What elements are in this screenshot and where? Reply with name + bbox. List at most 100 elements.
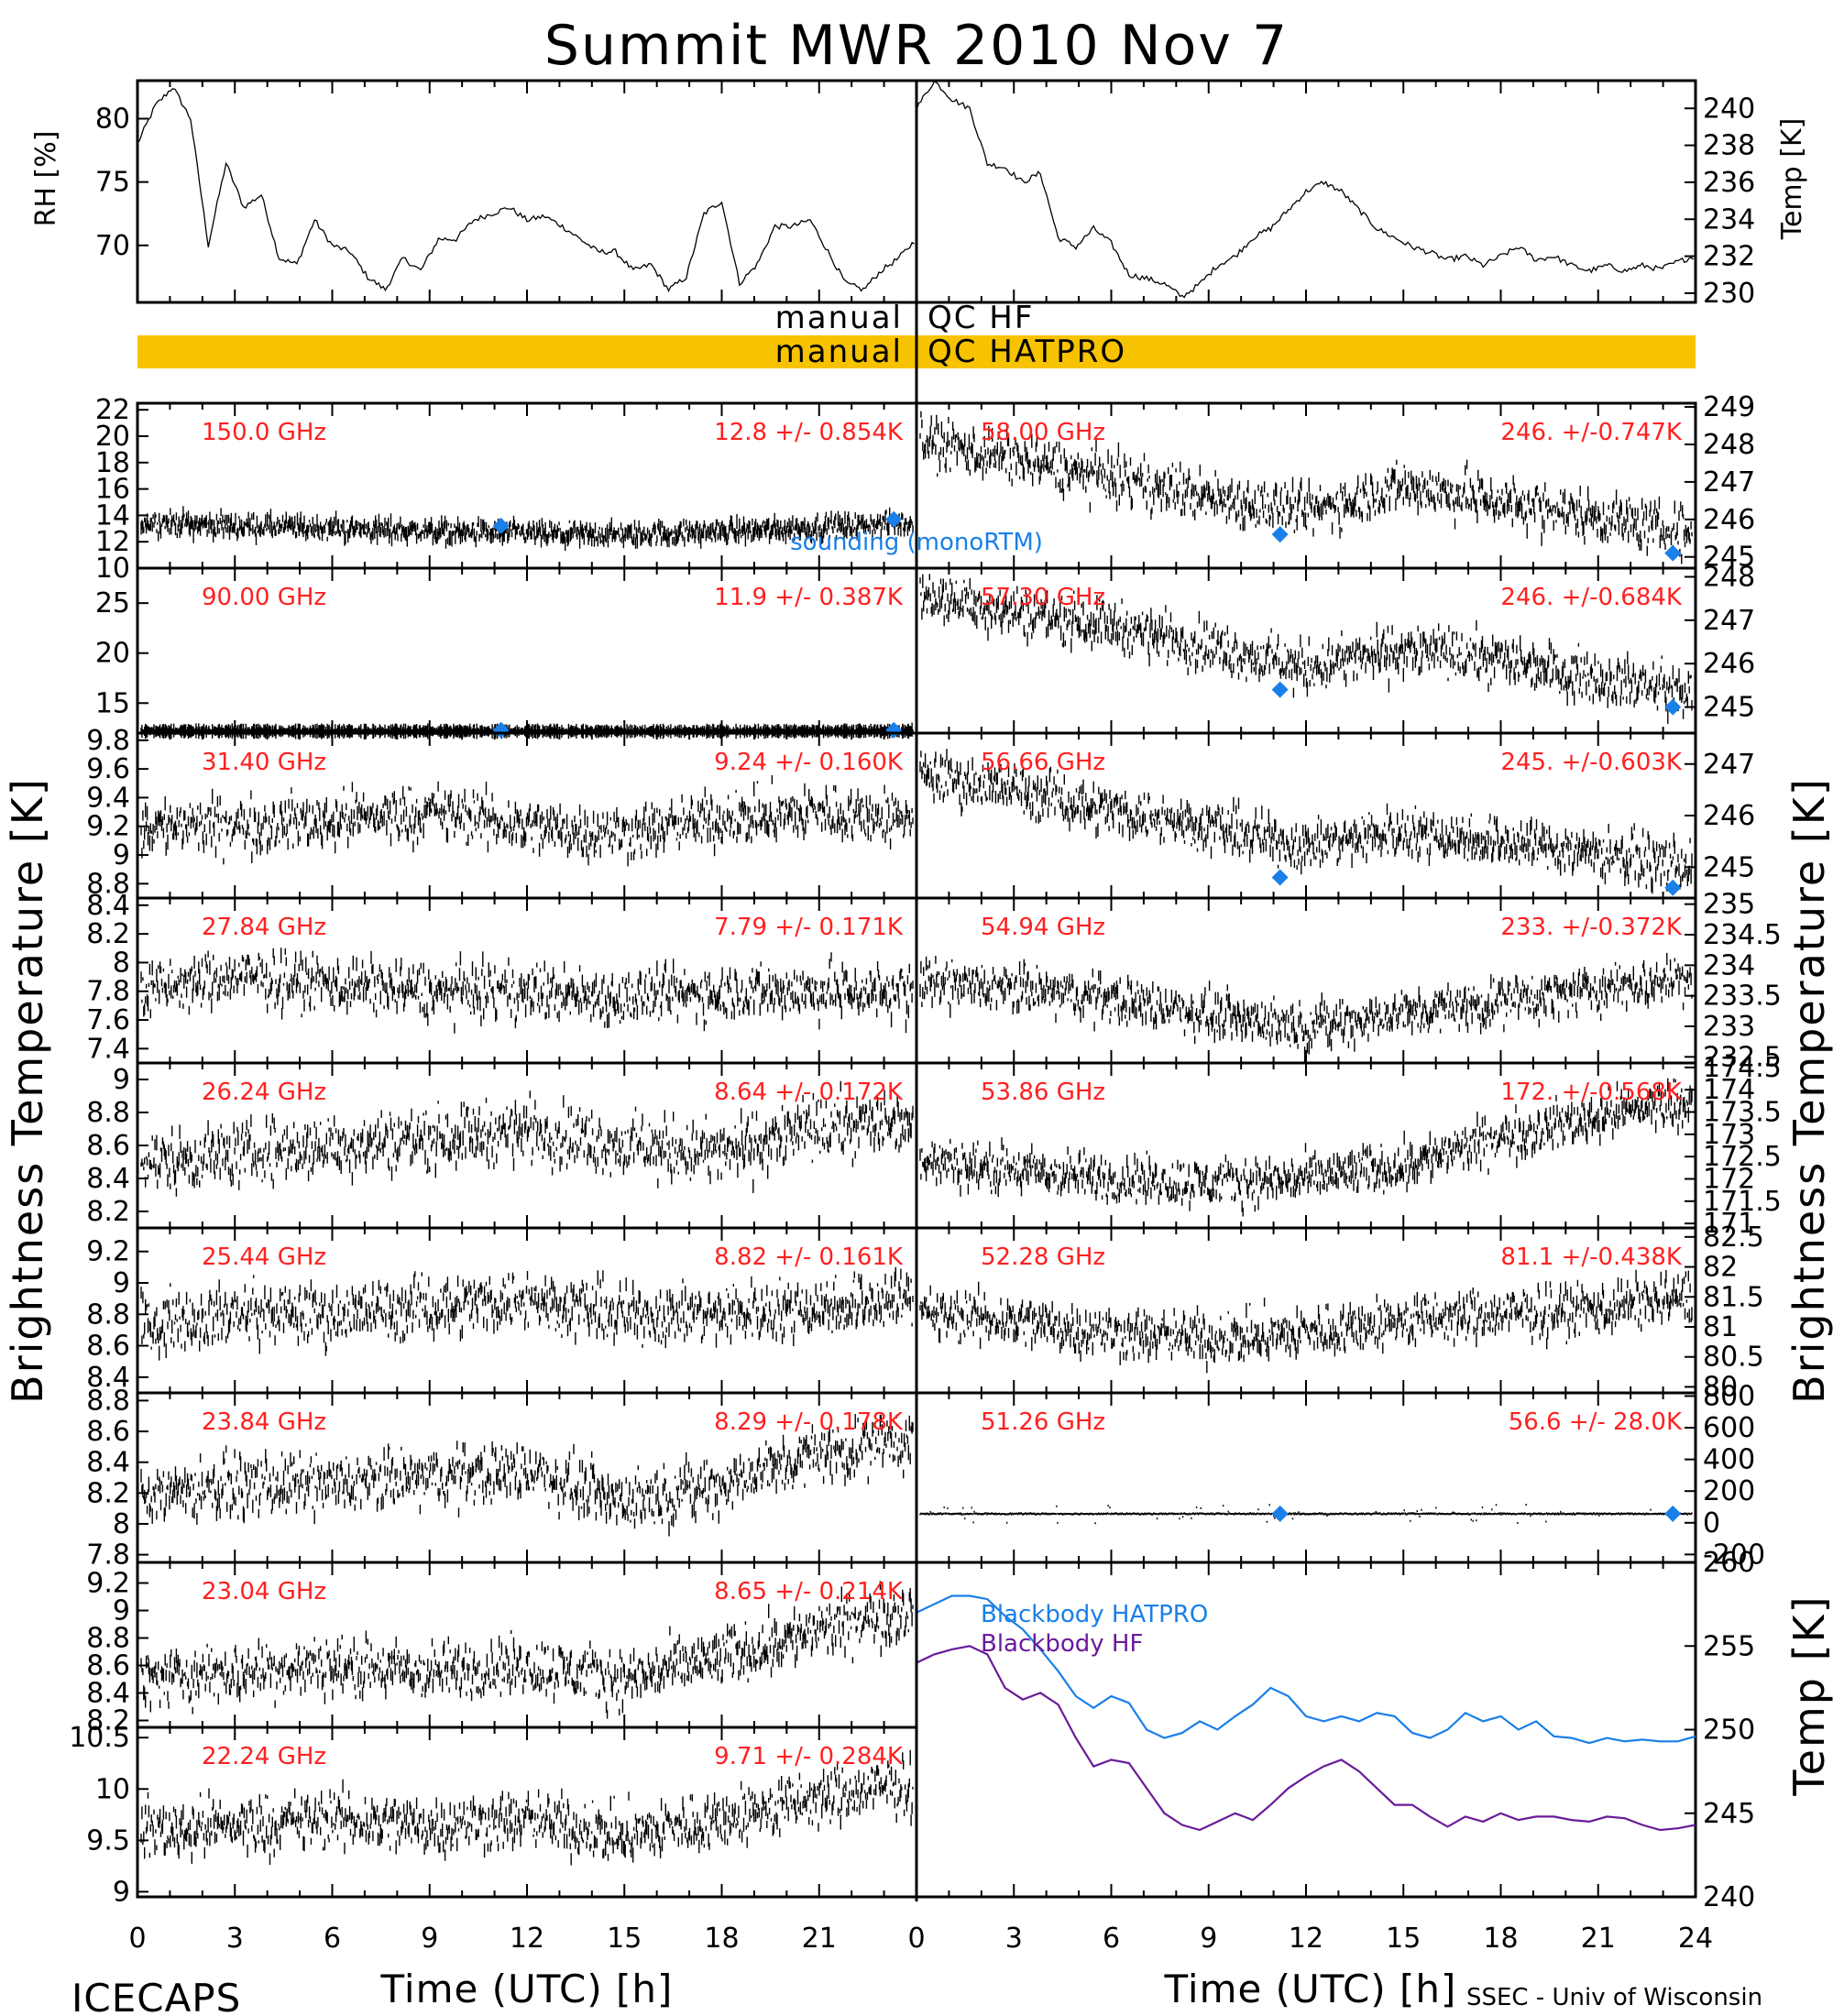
y-tick-label: 8 bbox=[113, 1508, 130, 1540]
y-tick-label: 240 bbox=[1703, 93, 1755, 125]
x-tick-label: 12 bbox=[510, 1923, 544, 1955]
data-points-26-24-GHz bbox=[140, 1080, 914, 1197]
y-tick-label: 236 bbox=[1703, 167, 1755, 199]
y-tick-label: 400 bbox=[1703, 1444, 1755, 1476]
y-tick-label: 230 bbox=[1703, 278, 1755, 310]
y-tick-label: 25 bbox=[95, 587, 130, 619]
y-tick-label: 8.8 bbox=[86, 1097, 130, 1129]
chart-title: Summit MWR 2010 Nov 7 bbox=[544, 14, 1289, 78]
frequency-label: 54.94 GHz bbox=[981, 914, 1105, 941]
y-tick-label: 9.8 bbox=[86, 725, 130, 757]
y-tick-label: 0 bbox=[1703, 1507, 1720, 1539]
y-tick-label: 8.8 bbox=[86, 1385, 130, 1417]
y-tick-label: 12 bbox=[95, 526, 130, 558]
y-tick-label: 246 bbox=[1703, 504, 1755, 536]
sounding-marker bbox=[492, 517, 510, 534]
mean-std-label: 8.29 +/- 0.178K bbox=[714, 1408, 904, 1436]
y-tick-label: 9.2 bbox=[86, 1568, 130, 1600]
sounding-marker bbox=[1664, 544, 1682, 562]
y-tick-label: 80 bbox=[1703, 1371, 1738, 1403]
y-tick-label: 9.5 bbox=[86, 1824, 130, 1857]
mean-std-label: 8.82 +/- 0.161K bbox=[714, 1244, 904, 1271]
footer-icecaps: ICECAPS bbox=[71, 1976, 241, 2016]
y-tick-label: 250 bbox=[1703, 1715, 1755, 1747]
data-points-25-44-GHz bbox=[140, 1266, 914, 1361]
y-tick-label: 9.2 bbox=[86, 1236, 130, 1268]
series-line-blackbody-hatpro bbox=[916, 1594, 1696, 1745]
x-tick-label: 24 bbox=[1678, 1923, 1713, 1955]
mean-std-label: 81.1 +/-0.438K bbox=[1500, 1244, 1683, 1271]
y-tick-label: 255 bbox=[1703, 1630, 1755, 1662]
sounding-marker bbox=[1664, 698, 1682, 716]
y-tick-label: 80 bbox=[95, 103, 130, 135]
y-tick-label: 14 bbox=[95, 499, 130, 531]
x-tick-label: 12 bbox=[1289, 1923, 1323, 1955]
y-tick-label: 260 bbox=[1703, 1547, 1755, 1579]
frequency-label: 27.84 GHz bbox=[202, 914, 326, 941]
y-tick-label: 7.6 bbox=[86, 1004, 130, 1036]
blackbody-temp-label: Temp [K] bbox=[1784, 1594, 1833, 1796]
y-tick-label: 600 bbox=[1703, 1412, 1755, 1444]
y-tick-label: 7.4 bbox=[86, 1033, 130, 1065]
x-tick-label: 6 bbox=[324, 1923, 341, 1955]
y-tick-label: 75 bbox=[95, 167, 130, 199]
data-points-57-30-GHz bbox=[919, 574, 1693, 724]
sounding-marker bbox=[1664, 1505, 1682, 1522]
brightness-temp-left-label: Brightness Temperature [K] bbox=[3, 777, 52, 1404]
y-tick-label: 249 bbox=[1703, 391, 1755, 423]
y-tick-label: 9 bbox=[113, 1595, 130, 1627]
frequency-label: 31.40 GHz bbox=[202, 749, 326, 776]
data-points-150-0-GHz bbox=[140, 506, 914, 551]
y-tick-label: 8.6 bbox=[86, 1650, 130, 1682]
y-tick-label: 173.5 bbox=[1703, 1097, 1782, 1129]
y-tick-label: 9 bbox=[113, 1267, 130, 1299]
y-tick-label: 8.4 bbox=[86, 1678, 130, 1710]
data-points-90-00-GHz bbox=[140, 722, 914, 740]
y-tick-label: 70 bbox=[95, 230, 130, 262]
y-tick-label: 248 bbox=[1703, 429, 1755, 461]
y-tick-label: 8.2 bbox=[86, 918, 130, 950]
data-points-53-86-GHz bbox=[919, 1078, 1693, 1217]
y-tick-label: 10.5 bbox=[69, 1722, 130, 1754]
y-tick-label: 171 bbox=[1703, 1208, 1755, 1240]
y-tick-label: 8.8 bbox=[86, 1623, 130, 1655]
y-tick-label: 245 bbox=[1703, 851, 1755, 883]
y-tick-label: 81.5 bbox=[1703, 1281, 1764, 1313]
y-tick-label: 8.6 bbox=[86, 1331, 130, 1363]
y-tick-label: 8.4 bbox=[86, 1163, 130, 1195]
y-tick-label: 8.2 bbox=[86, 1477, 130, 1509]
y-tick-label: 232.5 bbox=[1703, 1041, 1782, 1073]
mean-std-label: 12.8 +/- 0.854K bbox=[714, 419, 904, 446]
y-tick-label: 233.5 bbox=[1703, 981, 1782, 1013]
sounding-marker bbox=[885, 510, 903, 528]
frequency-label: 56.66 GHz bbox=[981, 749, 1105, 776]
y-tick-label: 18 bbox=[95, 447, 130, 479]
y-tick-label: 248 bbox=[1703, 561, 1755, 593]
sounding-marker bbox=[1271, 1505, 1289, 1522]
y-tick-label: 15 bbox=[95, 687, 130, 719]
y-tick-label: 9 bbox=[113, 839, 130, 871]
x-tick-label: 3 bbox=[226, 1923, 244, 1955]
y-tick-label: 9.6 bbox=[86, 753, 130, 785]
y-tick-label: 235 bbox=[1703, 889, 1755, 921]
y-tick-label: 22 bbox=[95, 394, 130, 426]
data-points-56-66-GHz bbox=[919, 749, 1693, 894]
y-tick-label: 16 bbox=[95, 474, 130, 506]
y-tick-label: 20 bbox=[95, 638, 130, 670]
x-tick-label: 15 bbox=[607, 1923, 642, 1955]
data-points-58-00-GHz bbox=[919, 411, 1693, 564]
x-tick-label: 21 bbox=[802, 1923, 837, 1955]
frequency-label: 53.86 GHz bbox=[981, 1079, 1105, 1106]
y-tick-label: 232 bbox=[1703, 241, 1755, 273]
y-tick-label: 247 bbox=[1703, 605, 1755, 637]
mean-std-label: 245. +/-0.603K bbox=[1500, 749, 1683, 776]
x-tick-label: 18 bbox=[1483, 1923, 1518, 1955]
y-tick-label: 172 bbox=[1703, 1163, 1755, 1195]
brightness-temp-right-label: Brightness Temperature [K] bbox=[1784, 777, 1833, 1404]
qc-hf-label: QC HF bbox=[927, 300, 1034, 336]
data-points-22-24-GHz bbox=[140, 1749, 914, 1866]
y-tick-label: 245 bbox=[1703, 1798, 1755, 1830]
frequency-label: 90.00 GHz bbox=[202, 584, 326, 611]
y-tick-label: 8 bbox=[113, 947, 130, 979]
